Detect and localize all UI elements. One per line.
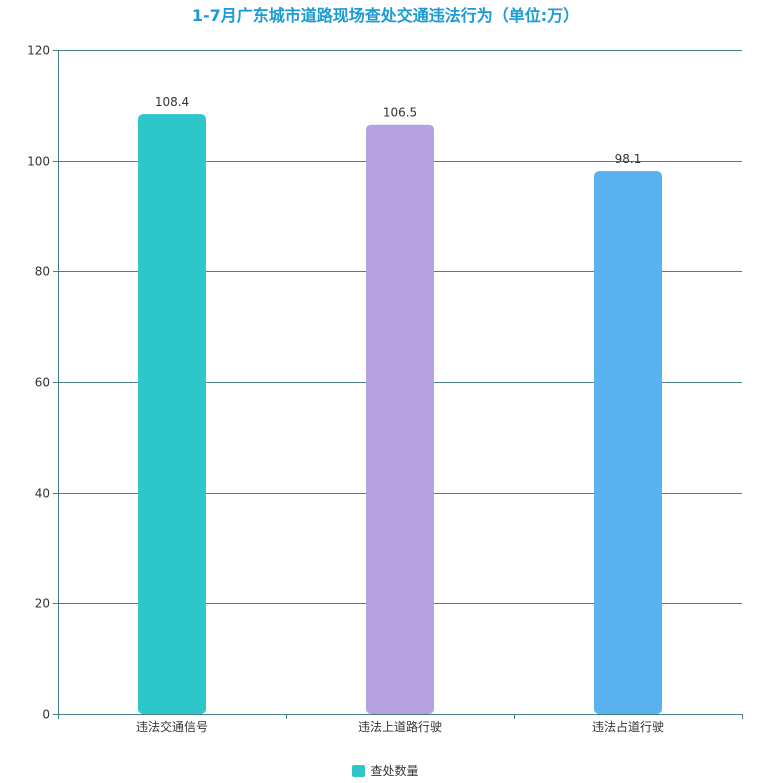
bars [138,114,662,715]
chart-title: 1-7月广东城市道路现场查处交通违法行为（单位:万） [191,6,580,25]
y-tick-label: 40 [35,487,50,501]
y-tick-label: 120 [27,44,50,58]
bar-value-label: 108.4 [155,95,189,109]
y-tick-label: 80 [35,265,50,279]
x-tick-label: 违法交通信号 [136,719,208,734]
bar [138,114,206,715]
x-tick-label: 违法占道行驶 [592,719,664,734]
bar-value-label: 98.1 [615,152,642,166]
x-tick-label: 违法上道路行驶 [358,719,442,734]
bar [594,171,662,714]
bar [366,124,434,714]
data-labels: 108.4 106.5 98.1 [155,95,642,166]
legend[interactable]: 查处数量 [0,762,771,779]
legend-swatch [352,764,366,777]
bar-value-label: 106.5 [383,106,417,120]
y-tick-label: 20 [35,597,50,611]
legend-label: 查处数量 [370,764,419,778]
axes: 0 20 40 60 80 100 120 违法交通信号 违法上道路行驶 违法占道行驶 [27,44,743,734]
y-tick-label: 60 [35,376,50,390]
y-tick-label: 0 [42,708,50,722]
y-tick-label: 100 [27,155,50,169]
